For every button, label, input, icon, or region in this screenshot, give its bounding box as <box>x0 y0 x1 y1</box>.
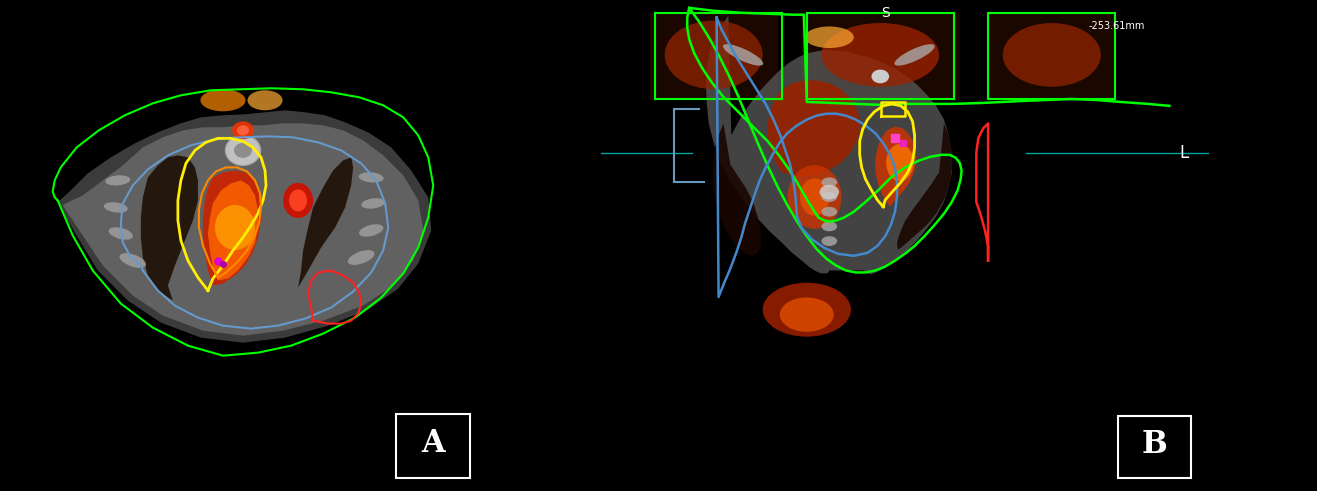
Ellipse shape <box>763 283 851 337</box>
Ellipse shape <box>822 221 838 231</box>
Ellipse shape <box>822 236 838 246</box>
Ellipse shape <box>215 205 255 250</box>
Text: S: S <box>881 6 889 20</box>
Ellipse shape <box>248 90 283 110</box>
Ellipse shape <box>799 178 830 216</box>
Ellipse shape <box>104 202 128 213</box>
Polygon shape <box>712 124 761 256</box>
Ellipse shape <box>237 125 249 136</box>
Ellipse shape <box>232 121 254 139</box>
Ellipse shape <box>886 144 914 181</box>
Ellipse shape <box>288 190 307 212</box>
Ellipse shape <box>1002 23 1101 87</box>
Ellipse shape <box>822 177 838 187</box>
Ellipse shape <box>105 175 130 186</box>
Ellipse shape <box>872 70 889 83</box>
Polygon shape <box>208 180 258 280</box>
Ellipse shape <box>361 198 385 209</box>
Ellipse shape <box>665 21 763 89</box>
Ellipse shape <box>200 89 245 111</box>
Polygon shape <box>63 123 423 336</box>
Ellipse shape <box>822 207 838 217</box>
Ellipse shape <box>234 143 252 158</box>
Ellipse shape <box>723 44 764 66</box>
FancyBboxPatch shape <box>396 414 470 478</box>
Ellipse shape <box>819 185 839 199</box>
Text: A: A <box>421 428 445 459</box>
Text: B: B <box>1142 430 1168 461</box>
Polygon shape <box>58 110 431 343</box>
Polygon shape <box>294 158 353 300</box>
Ellipse shape <box>805 27 853 48</box>
Ellipse shape <box>360 224 383 237</box>
Bar <box>651 13 777 99</box>
Ellipse shape <box>348 250 374 265</box>
Ellipse shape <box>283 183 313 218</box>
Polygon shape <box>876 126 917 207</box>
Bar <box>802 13 959 99</box>
Text: L: L <box>1180 144 1189 162</box>
Ellipse shape <box>894 44 935 66</box>
Ellipse shape <box>225 136 261 165</box>
Ellipse shape <box>358 172 383 183</box>
Polygon shape <box>203 170 261 286</box>
Polygon shape <box>706 16 952 274</box>
Polygon shape <box>768 81 861 176</box>
Ellipse shape <box>822 192 838 202</box>
Ellipse shape <box>108 227 133 240</box>
Ellipse shape <box>822 23 939 87</box>
Ellipse shape <box>120 253 146 268</box>
FancyBboxPatch shape <box>1118 415 1191 478</box>
Polygon shape <box>141 155 198 300</box>
Ellipse shape <box>780 298 834 332</box>
Text: -253.61mm: -253.61mm <box>1089 21 1144 30</box>
Polygon shape <box>897 124 952 250</box>
Bar <box>988 13 1115 99</box>
Ellipse shape <box>788 165 842 229</box>
